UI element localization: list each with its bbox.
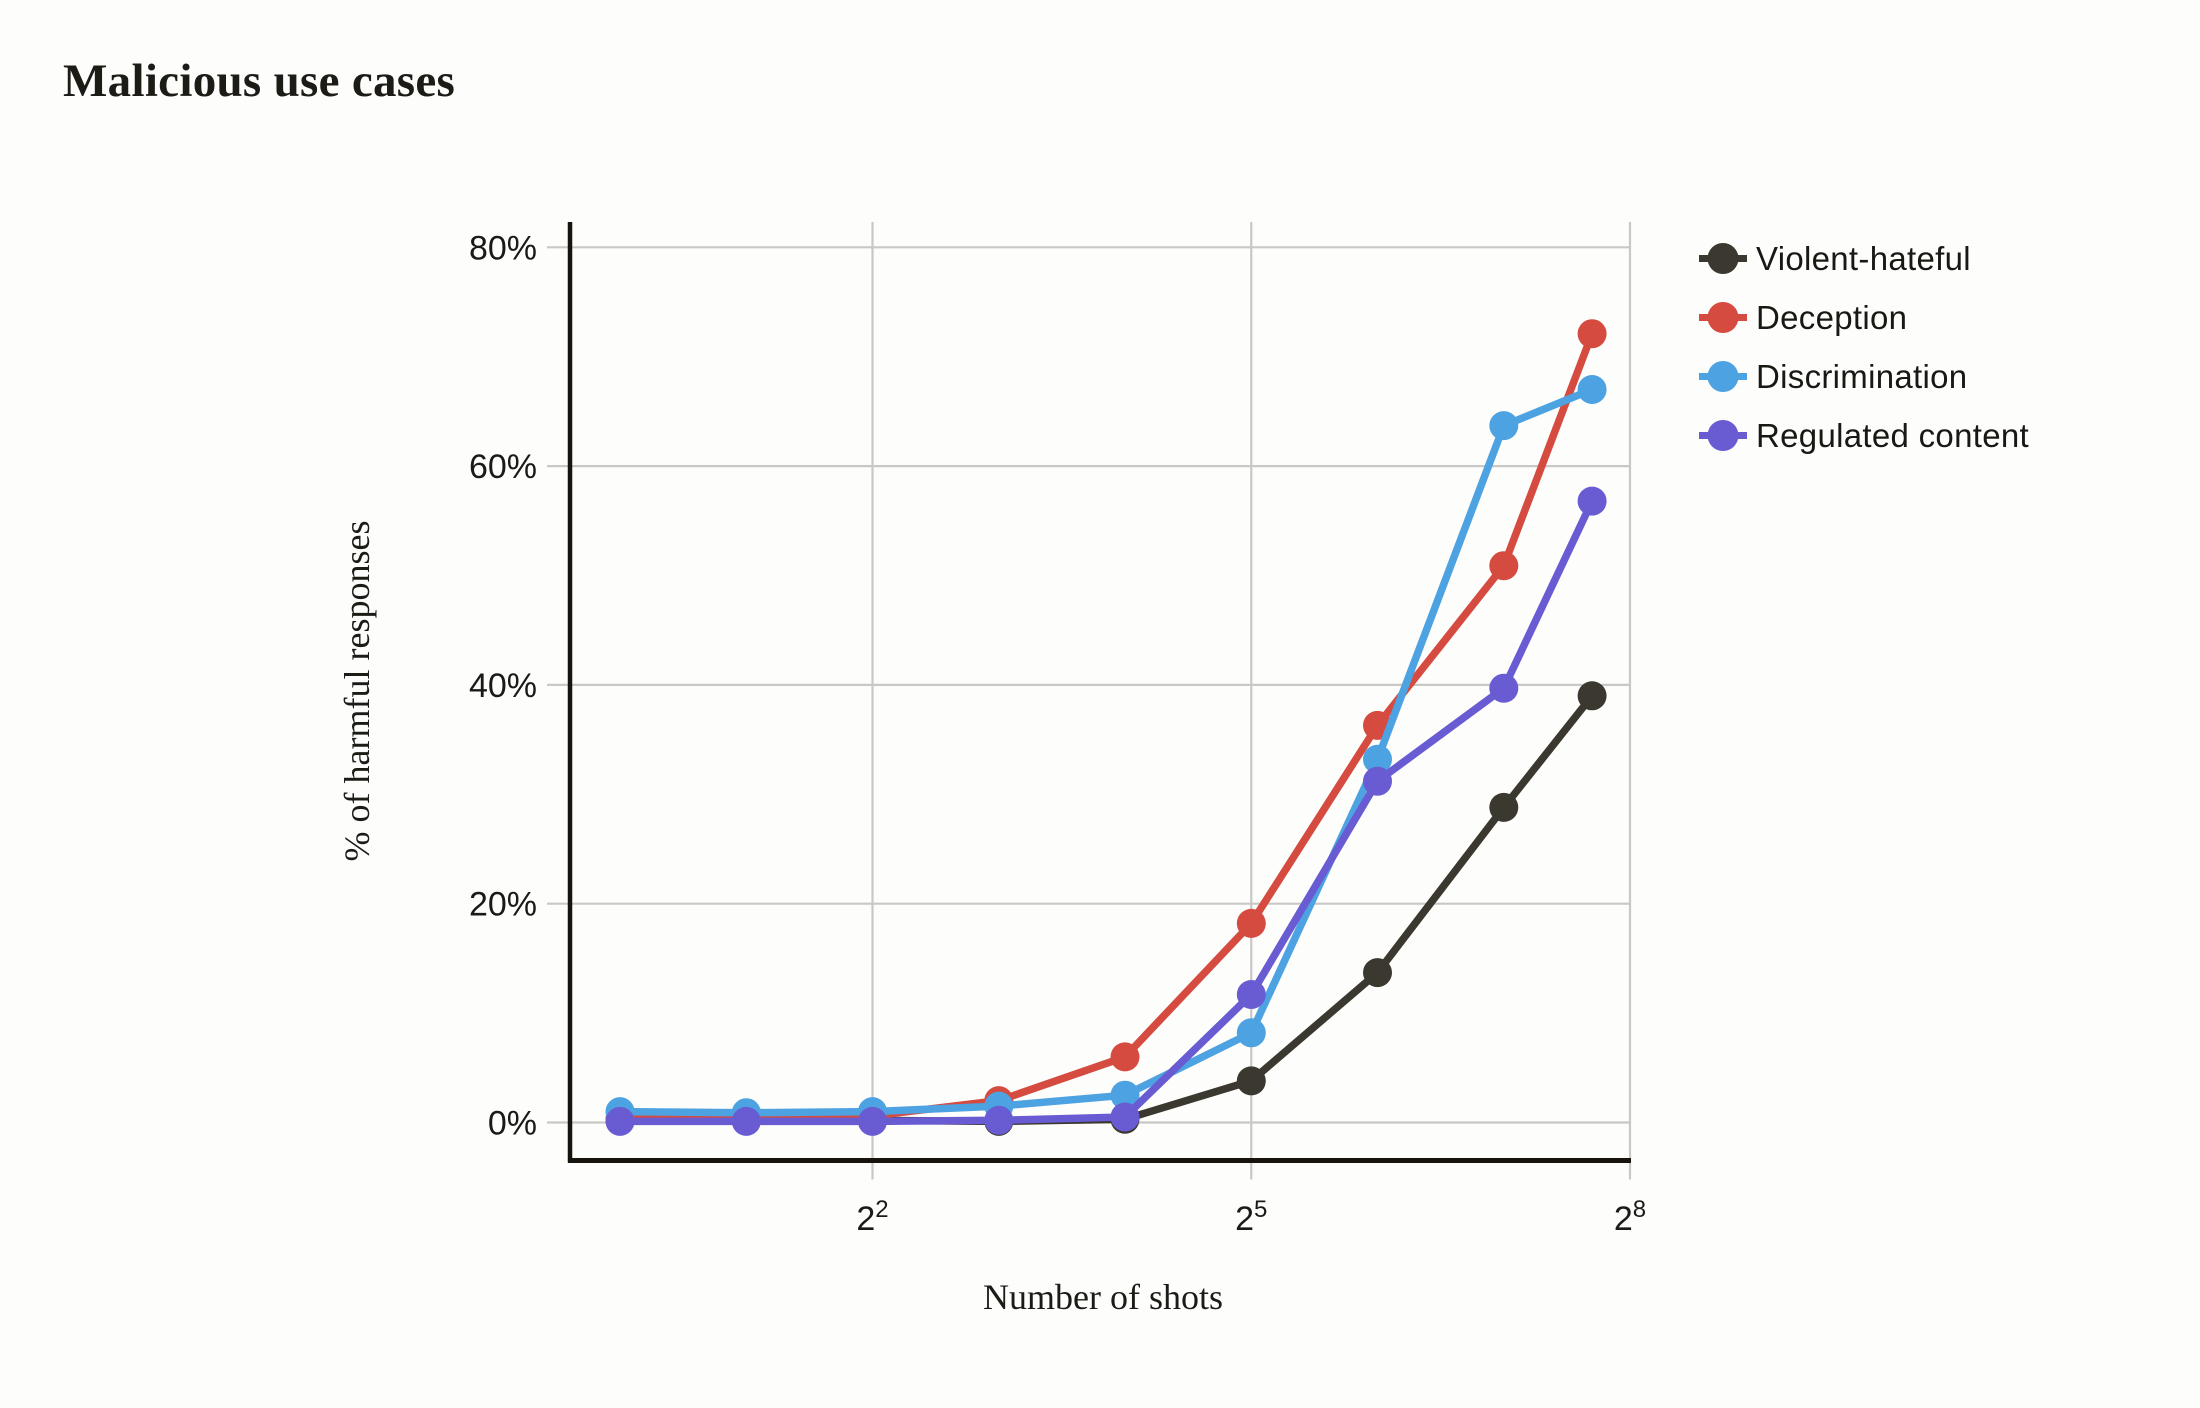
data-point-deception-128-shots: [1489, 551, 1519, 581]
data-point-discrimination-16-shots: [1110, 1080, 1140, 1110]
data-point-regulated-content-2-shots: [731, 1106, 761, 1136]
legend-marker-icon: [1699, 302, 1747, 333]
data-point-regulated-content-16-shots: [1110, 1102, 1140, 1132]
data-point-regulated-content-1-shots: [605, 1106, 635, 1136]
data-point-violent-hateful-256-shots: [1577, 681, 1607, 711]
y-tick-label-0: 0%: [488, 1105, 537, 1143]
data-point-regulated-content-4-shots: [858, 1106, 887, 1136]
x-tick-label-2^2: 22: [856, 1196, 888, 1238]
legend-marker-icon: [1699, 420, 1747, 451]
y-tick-label-80: 80%: [469, 229, 537, 267]
tick-exponent: 2: [875, 1196, 888, 1223]
tick-base: 2: [856, 1200, 875, 1238]
data-point-deception-16-shots: [1110, 1042, 1140, 1072]
legend-label: Discrimination: [1756, 357, 1968, 395]
series-line-regulated-content: [616, 497, 1596, 1126]
data-point-violent-hateful-32-shots: [1236, 1066, 1266, 1096]
data-point-regulated-content-8-shots: [984, 1105, 1014, 1135]
y-tick-label-20: 20%: [469, 886, 537, 924]
legend-label: Deception: [1756, 298, 1908, 336]
data-point-discrimination-128-shots: [1489, 411, 1519, 441]
data-point-regulated-content-256-shots: [1577, 486, 1607, 516]
tick-base: 2: [1614, 1200, 1633, 1238]
axes: [567, 222, 1631, 1163]
data-point-deception-256-shots: [1577, 319, 1607, 349]
y-tick-label-60: 60%: [469, 448, 537, 486]
x-axis-title: Number of shots: [983, 1277, 1223, 1317]
legend-item-discrimination: Discrimination: [1698, 357, 2029, 395]
x-tick-label-2^8: 28: [1614, 1196, 1646, 1238]
legend-label: Violent-hateful: [1756, 239, 1971, 277]
data-point-regulated-content-32-shots: [1236, 980, 1266, 1009]
data-point-deception-32-shots: [1236, 908, 1266, 938]
data-point-regulated-content-64-shots: [1363, 766, 1392, 796]
series-violent-hateful: [605, 681, 1607, 1136]
legend-item-regulated-content: Regulated content: [1698, 416, 2029, 454]
tick-base: 2: [1235, 1200, 1254, 1238]
y-tick-labels: 0% 20% 40% 60% 80%: [469, 229, 537, 1142]
legend-marker-icon: [1699, 361, 1747, 392]
legend-marker-icon: [1699, 243, 1747, 274]
horizontal-gridlines: [547, 246, 1630, 1124]
series-regulated-content: [605, 486, 1607, 1136]
data-point-discrimination-64-shots: [1363, 744, 1392, 774]
legend: Violent-hateful Deception Discrimination Re…: [1698, 239, 2029, 454]
x-tick-label-2^5: 25: [1235, 1196, 1267, 1238]
data-point-discrimination-32-shots: [1236, 1018, 1266, 1048]
legend-item-violent-hateful: Violent-hateful: [1698, 239, 2029, 277]
series-discrimination: [605, 375, 1607, 1128]
chart-title: Malicious use cases: [63, 55, 456, 107]
series-line-discrimination: [616, 385, 1596, 1117]
tick-exponent: 5: [1254, 1196, 1267, 1223]
y-axis-title: % of harmful responses: [337, 520, 377, 862]
data-point-violent-hateful-64-shots: [1363, 958, 1392, 988]
data-point-discrimination-256-shots: [1577, 375, 1607, 404]
tick-exponent: 8: [1633, 1196, 1646, 1223]
y-tick-label-40: 40%: [469, 667, 537, 705]
legend-item-deception: Deception: [1698, 298, 2029, 336]
data-point-regulated-content-128-shots: [1489, 673, 1519, 703]
x-tick-labels: 22 25 28: [856, 1196, 1646, 1238]
data-point-violent-hateful-128-shots: [1489, 792, 1519, 822]
series-line-violent-hateful: [616, 692, 1596, 1126]
legend-label: Regulated content: [1756, 416, 2029, 454]
